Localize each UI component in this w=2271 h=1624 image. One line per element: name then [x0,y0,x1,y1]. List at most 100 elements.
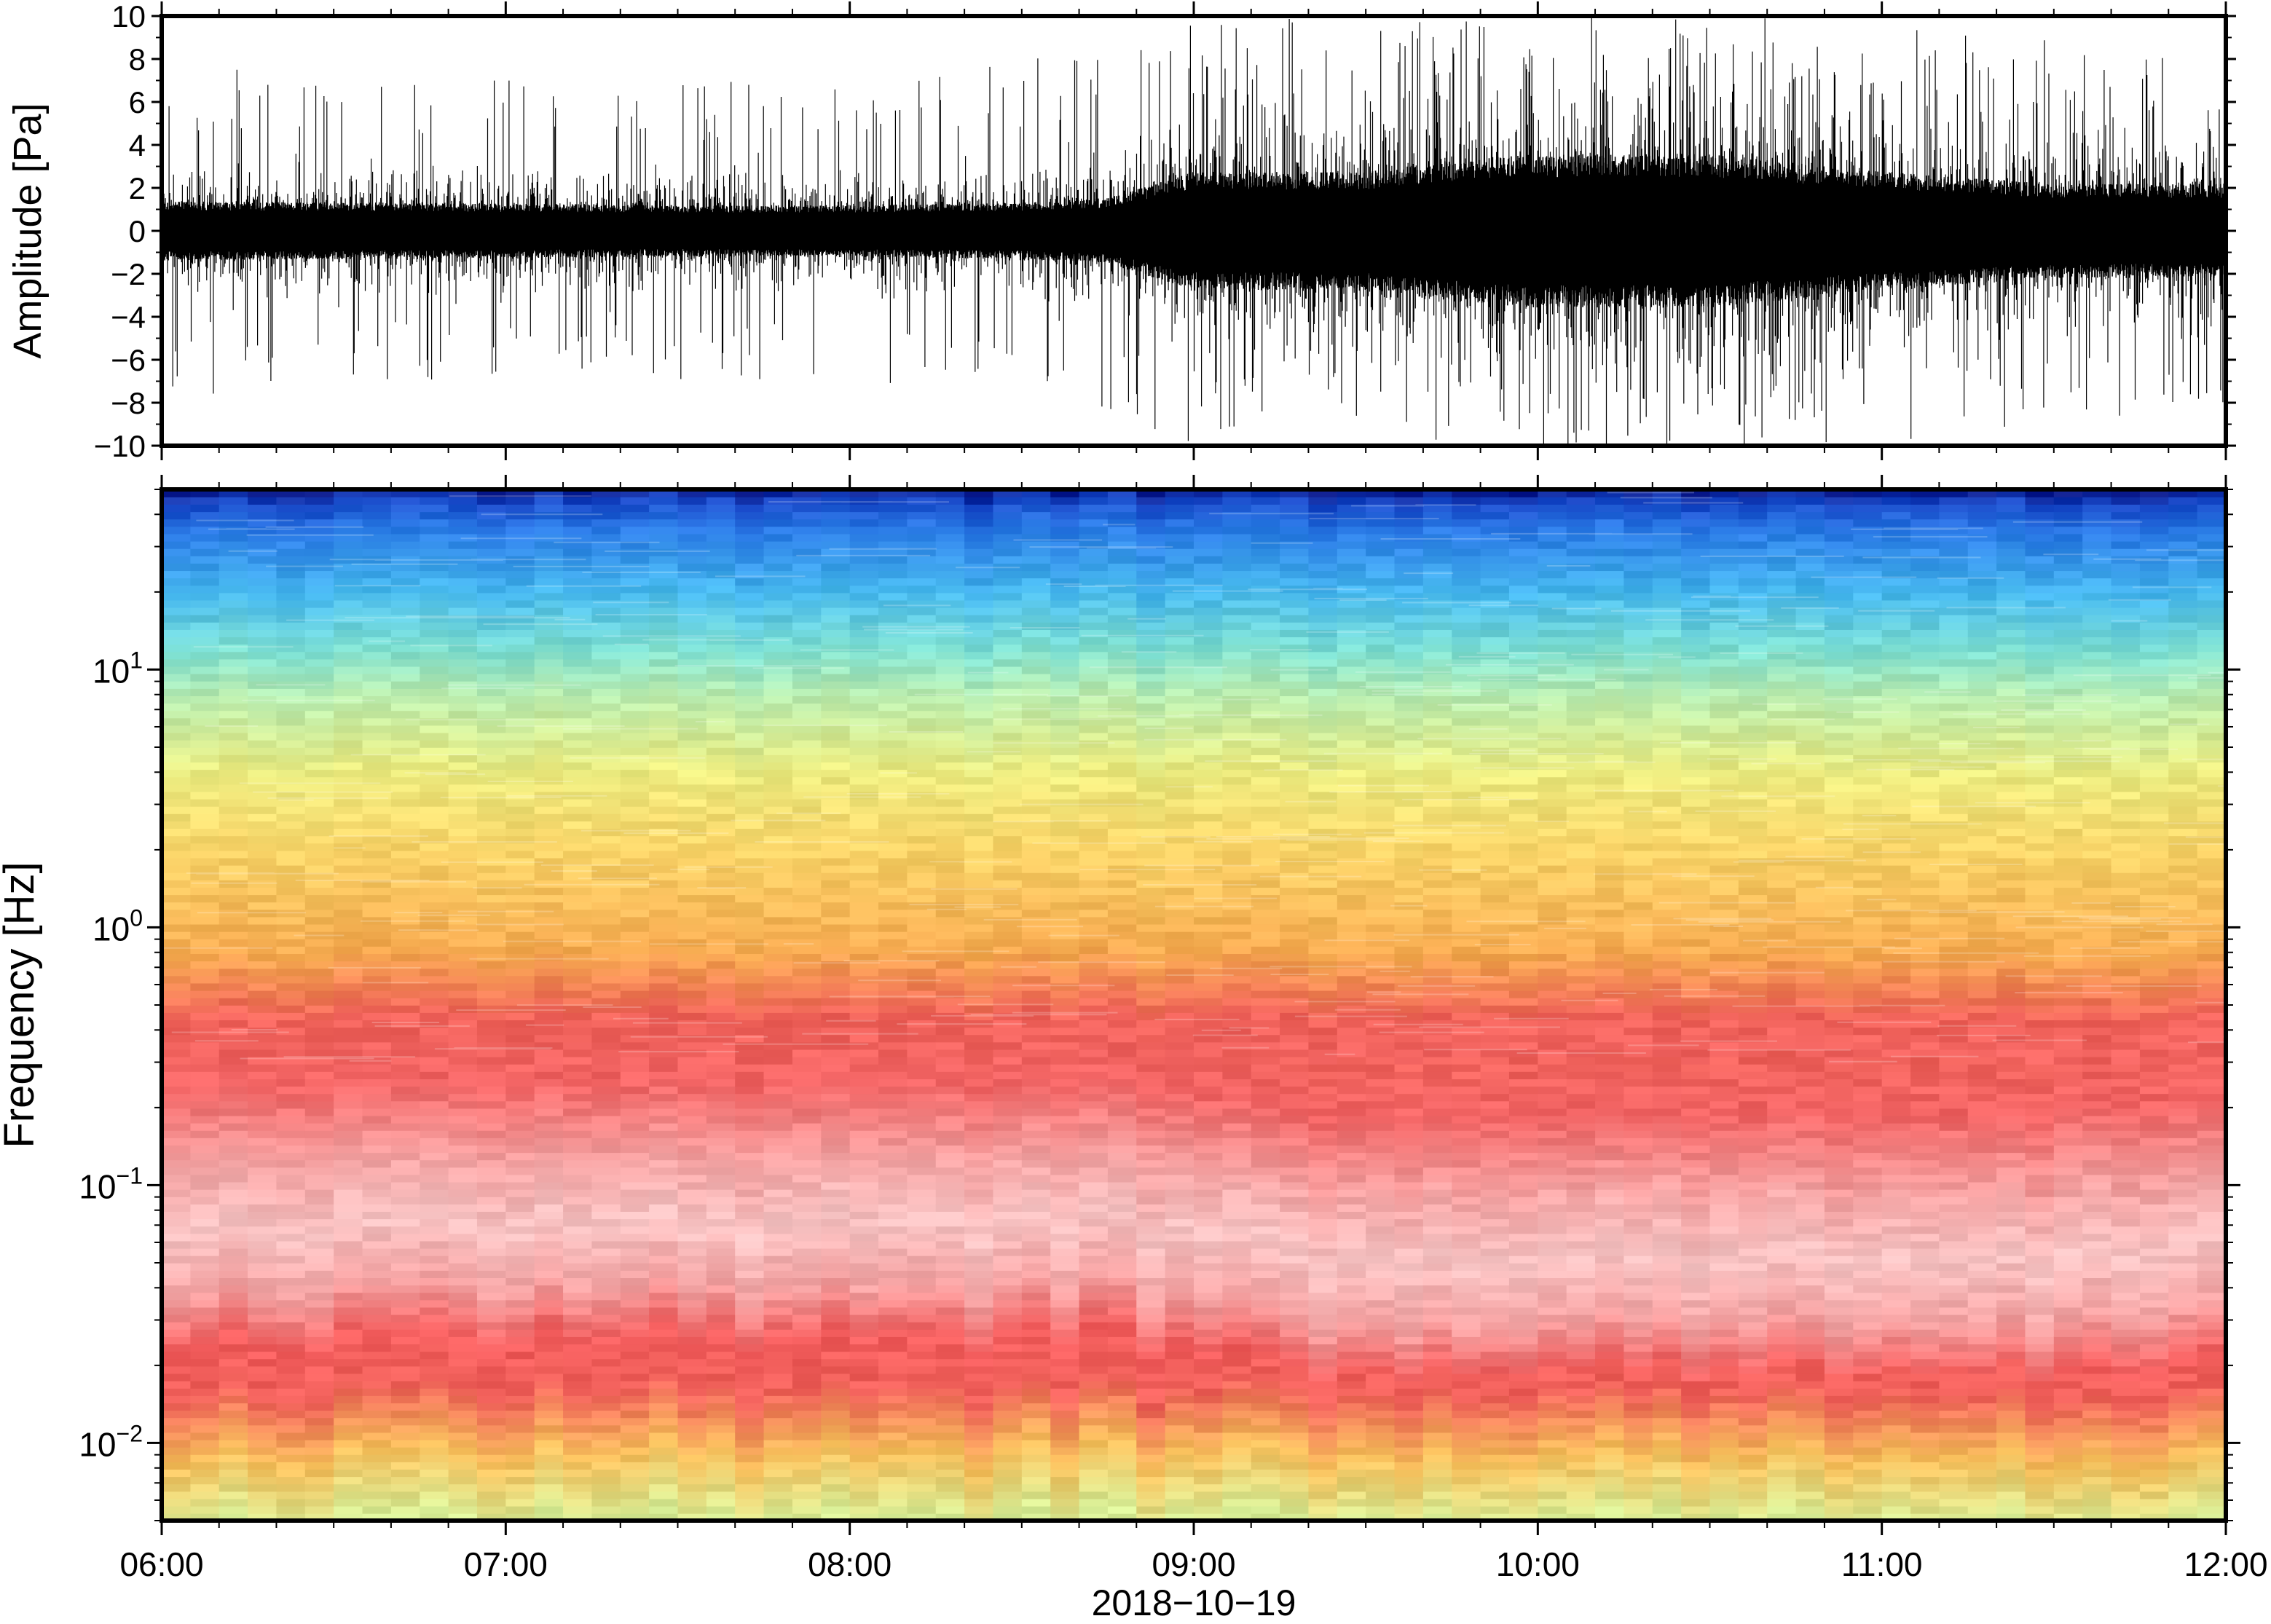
spectrogram-cell [763,754,793,763]
spectrogram-cell [964,599,994,608]
spectrogram-cell [935,1130,965,1138]
spectrogram-cell [1021,1454,1051,1462]
spectrogram-cell [706,739,736,748]
spectrogram-cell [334,1336,363,1345]
spectrogram-cell [534,1115,564,1124]
spectrogram-cell [964,607,994,615]
spectrogram-cell [1021,519,1051,527]
spectrogram-cell [563,1063,593,1072]
spectrogram-cell [420,1071,449,1079]
spectrogram-cell [649,489,679,497]
spectrogram-cell [448,1174,478,1183]
spectrogram-cell [649,864,679,873]
spectrogram-cell [591,533,621,542]
spectrogram-cell [993,533,1023,542]
spectrogram-cell [219,556,248,564]
spectrogram-cell [476,1145,507,1154]
spectrogram-cell [390,548,421,556]
spectrogram-cell [907,776,937,785]
spectrogram-cell [735,1174,765,1183]
spectrogram-cell [248,1299,278,1308]
spectrogram-cell [1021,622,1051,630]
spectrogram-cell [362,1115,392,1124]
spectrogram-cell [276,1012,306,1021]
spectrogram-cell [304,504,334,513]
spectrogram-cell [1021,1218,1051,1227]
spectrogram-cell [792,1196,822,1205]
spectrogram-cell [1107,1491,1138,1499]
spectrogram-cell [1021,1181,1051,1190]
spectrogram-cell [1021,791,1051,800]
spectrogram-cell [334,673,363,682]
spectrogram-cell [276,916,306,925]
spectrogram-cell [248,1373,278,1381]
spectrogram-cell [649,1403,679,1411]
spectrogram-cell [763,997,793,1006]
spectrogram-cell [476,1314,507,1323]
spectrogram-cell [649,1321,679,1330]
spectrogram-cell [563,938,593,947]
spectrogram-cell [821,1358,851,1367]
spectrogram-cell [476,688,507,696]
spectrogram-cell [907,880,937,888]
spectrogram-cell [420,629,449,638]
spectrogram-cell [420,1454,449,1462]
spectrogram-cell [849,1306,879,1315]
spectrogram-cell [534,592,564,601]
spectrogram-cell [304,1079,334,1087]
spectrogram-cell [620,1365,650,1374]
spectrogram-cell [620,946,650,954]
spectrogram-cell [821,1226,851,1234]
spectrogram-cell [334,791,363,800]
spectrogram-cell [735,1395,765,1403]
spectrogram-cell [792,1476,822,1485]
spectrogram-cell [219,622,248,630]
spectrogram-cell [792,570,822,579]
spectrogram-cell [420,607,449,615]
spectrogram-cell [706,1086,736,1095]
spectrogram-cell [276,1005,306,1013]
spectrogram-cell [219,1152,248,1161]
spectrogram-cell [620,961,650,969]
spectrogram-cell [276,725,306,733]
spectrogram-cell [362,1152,392,1161]
spectrogram-cell [763,1049,793,1057]
spectrogram-cell [935,1344,965,1352]
spectrogram-cell [821,1041,851,1050]
spectrogram-cell [534,1196,564,1205]
spectrogram-cell [219,1454,248,1462]
spectrogram-cell [792,636,822,645]
spectrogram-cell [907,1270,937,1279]
spectrogram-cell [935,923,965,932]
spectrogram-cell [248,1292,278,1301]
spectrogram-cell [878,666,908,674]
spectrogram-cell [304,1159,334,1168]
spectrogram-cell [162,1152,192,1161]
spectrogram-cell [276,578,306,586]
spectrogram-cell [849,1071,879,1079]
spectrogram-cell [1050,1027,1080,1036]
spectrogram-cell [1079,585,1109,594]
spectrogram-cell [563,1108,593,1116]
spectrogram-cell [706,651,736,660]
spectrogram-cell [563,828,593,837]
spectrogram-cell [505,1358,535,1367]
spectrogram-cell [1136,1351,1166,1360]
spectrogram-cell [993,1351,1023,1360]
spectrogram-cell [1107,754,1138,763]
spectrogram-cell [964,1159,994,1168]
spectrogram-cell [620,821,650,829]
spectrogram-cell [476,1079,507,1087]
spectrogram-cell [735,1329,765,1337]
spectrogram-cell [649,961,679,969]
spectrogram-cell [448,1181,478,1190]
spectrogram-cell [448,1145,478,1154]
spectrogram-cell [420,880,449,888]
spectrogram-cell [334,1093,363,1102]
spectrogram-cell [190,1491,220,1499]
spectrogram-cell [505,1351,535,1360]
spectrogram-cell [304,864,334,873]
spectrogram-cell [390,1483,421,1492]
spectrogram-cell [304,739,334,748]
